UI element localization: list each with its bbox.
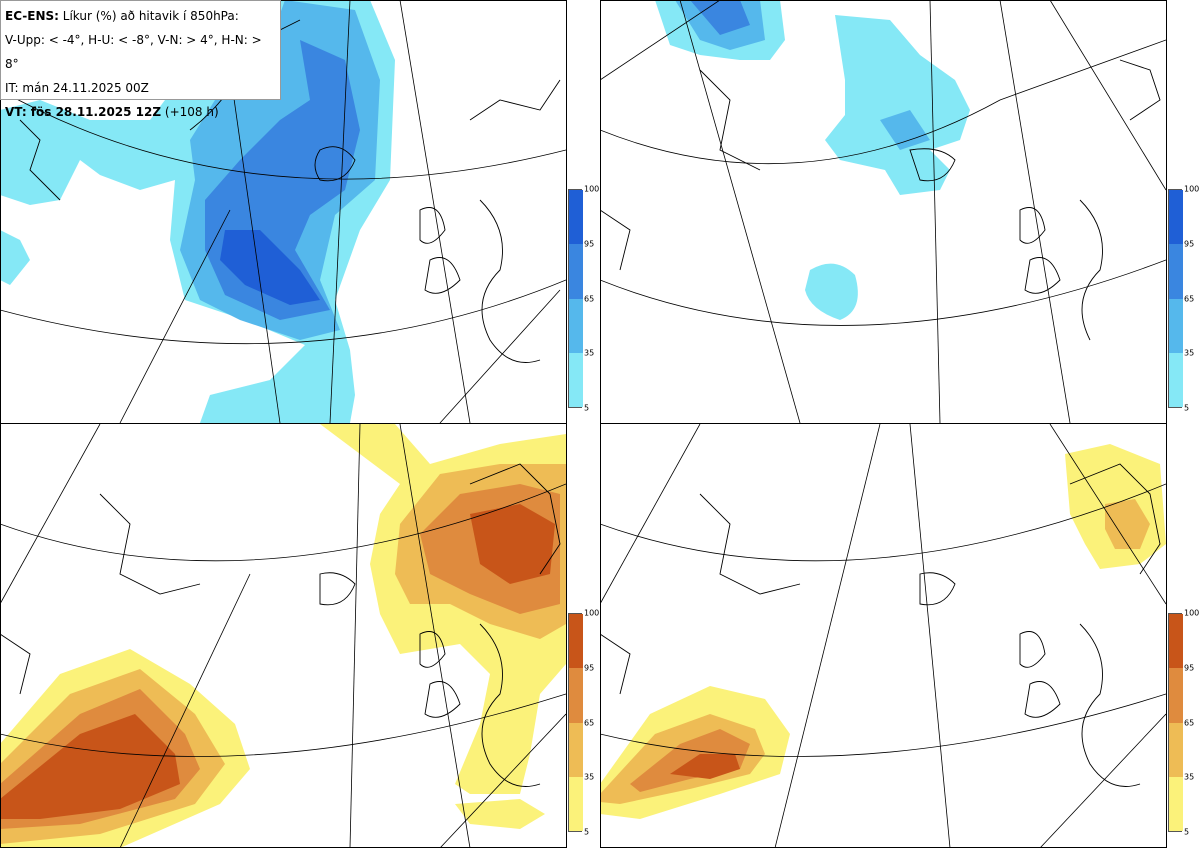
colorbar-segment (1169, 244, 1183, 299)
cbar-tick: 65 (584, 294, 595, 303)
lead-time: (+108 h) (164, 105, 219, 119)
prob-95-100-area-west (0, 714, 180, 819)
map-panel-bottom-right (600, 424, 1166, 848)
colorbar-segment (569, 668, 583, 723)
map-canvas-bottom-left (0, 424, 566, 848)
colorbar-top-left (568, 189, 583, 408)
map-canvas-top-right (600, 0, 1166, 423)
colorbar-segment (569, 244, 583, 299)
colorbar-segment (1169, 614, 1183, 669)
cbar-tick: 95 (1184, 663, 1195, 673)
threshold-legend: V-Upp: < -4°, H-U: < -8°, V-N: > 4°, H-N… (5, 33, 262, 71)
colorbar-segment (569, 722, 583, 777)
cbar-tick: 5 (1184, 827, 1190, 837)
map-canvas-top-left (0, 0, 566, 423)
title-description: Líkur (%) að hitavik í 850hPa: (62, 9, 239, 23)
cbar-tick: 35 (1184, 772, 1195, 782)
cbar-tick: 65 (1184, 718, 1195, 727)
prob-5-35-area-3 (805, 263, 858, 320)
valid-time: VT: fös 28.11.2025 12Z (5, 105, 162, 119)
colorbar-segment (1169, 352, 1183, 407)
cbar-tick: 65 (1184, 294, 1195, 303)
colorbar-segment (569, 190, 583, 245)
colorbar-segment (569, 352, 583, 407)
colorbar-top-right (1168, 189, 1183, 408)
cbar-tick: 100 (1184, 608, 1200, 618)
prob-65-95-area-west (630, 729, 750, 792)
map-panel-top-left (0, 0, 566, 423)
cbar-tick: 35 (584, 348, 595, 358)
prob-35-65-area-east (1105, 499, 1150, 549)
title-line-1: EC-ENS: Líkur (%) að hitavik í 850hPa: (5, 4, 276, 28)
map-canvas-bottom-right (600, 424, 1166, 848)
map-panel-top-right (600, 0, 1166, 423)
prob-5-35-area-west (0, 230, 30, 285)
prob-65-95-area (690, 0, 750, 35)
colorbar-segment (1169, 776, 1183, 831)
cbar-tick: 35 (584, 772, 595, 782)
cbar-tick: 100 (584, 184, 600, 194)
colorbar-segment (1169, 190, 1183, 245)
colorbar-segment (569, 614, 583, 669)
prob-95-100-area-east (470, 504, 555, 584)
cbar-tick: 100 (1184, 184, 1200, 194)
colorbar-bottom-right (1168, 613, 1183, 832)
prob-35-65-area-2 (880, 110, 930, 150)
cbar-tick: 5 (584, 403, 590, 413)
colorbar-bottom-left (568, 613, 583, 832)
forecast-info-box: EC-ENS: Líkur (%) að hitavik í 850hPa: V… (0, 0, 281, 119)
map-panel-bottom-left (0, 424, 566, 848)
cbar-tick: 35 (1184, 348, 1195, 358)
cbar-tick: 95 (584, 239, 595, 249)
prob-5-35-area-2 (825, 15, 970, 195)
colorbar-segment (1169, 722, 1183, 777)
initial-time: IT: mán 24.11.2025 00Z (5, 81, 149, 95)
cbar-tick: 100 (584, 608, 600, 618)
valid-time-line: VT: fös 28.11.2025 12Z (+108 h) (5, 100, 276, 124)
prob-5-35-area-south (455, 799, 545, 829)
prob-95-100-area-west (670, 754, 740, 779)
cbar-tick: 95 (584, 663, 595, 673)
colorbar-segment (569, 298, 583, 353)
prob-95-100-area (220, 230, 320, 305)
model-name: EC-ENS: (5, 9, 59, 23)
cbar-tick: 5 (1184, 403, 1190, 413)
colorbar-segment (569, 776, 583, 831)
cbar-tick: 95 (1184, 239, 1195, 249)
cbar-tick: 5 (584, 827, 590, 837)
colorbar-segment (1169, 298, 1183, 353)
colorbar-segment (1169, 668, 1183, 723)
cbar-tick: 65 (584, 718, 595, 727)
